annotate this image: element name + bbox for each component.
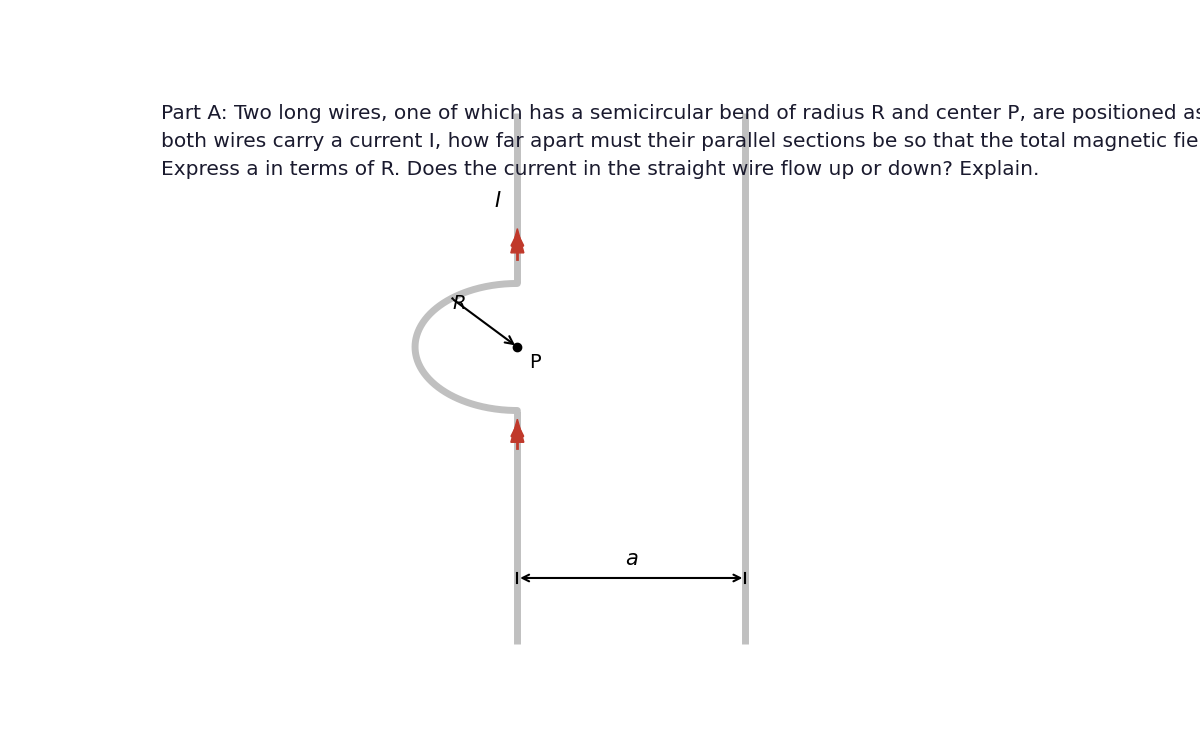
Text: $a$: $a$ bbox=[625, 549, 638, 569]
Text: both wires carry a current I, how far apart must their parallel sections be so t: both wires carry a current I, how far ap… bbox=[161, 132, 1200, 152]
Polygon shape bbox=[511, 229, 524, 253]
Polygon shape bbox=[511, 419, 524, 442]
Text: $I$: $I$ bbox=[494, 191, 502, 211]
Text: Express a in terms of R. Does the current in the straight wire flow up or down? : Express a in terms of R. Does the curren… bbox=[161, 160, 1039, 179]
Text: P: P bbox=[529, 352, 541, 372]
Text: Part A: Two long wires, one of which has a semicircular bend of radius R and cen: Part A: Two long wires, one of which has… bbox=[161, 104, 1200, 124]
Text: $R$: $R$ bbox=[452, 294, 467, 313]
